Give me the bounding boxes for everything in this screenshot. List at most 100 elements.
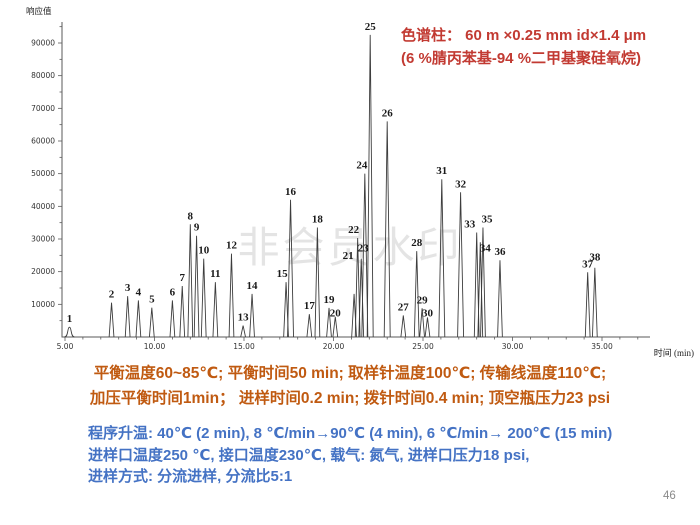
y-tick-label: 80000: [31, 71, 55, 80]
peak-27: [400, 315, 407, 338]
peak-label-10: 10: [198, 245, 210, 257]
chromatogram-plot: 非会员水印 10000 20000 30000 40000 50000 60000 70000…: [26, 6, 694, 358]
gc-conditions: 程序升温: 40℃ (2 min), 8 ℃/min→90℃ (4 min), …: [88, 423, 678, 488]
peak-label-9: 9: [194, 222, 200, 234]
peak-23: [358, 258, 365, 338]
peak-12: [228, 253, 235, 338]
peak-24: [361, 173, 369, 338]
peak-35: [480, 227, 486, 338]
peak-26: [383, 121, 391, 338]
x-tick-label: 25.00: [412, 342, 434, 351]
peak-36: [497, 260, 503, 338]
peak-label-32: 32: [455, 178, 467, 190]
peak-label-34: 34: [480, 242, 492, 254]
peak-label-27: 27: [398, 301, 410, 313]
peak-label-14: 14: [247, 280, 259, 292]
peak-label-38: 38: [589, 252, 601, 264]
peak-8: [187, 224, 194, 338]
peak-label-20: 20: [330, 308, 342, 320]
x-tick-label: 30.00: [502, 342, 524, 351]
peak-label-3: 3: [125, 282, 131, 294]
headspace-conditions: 平衡温度60~85℃; 平衡时间50 min; 取样针温度100℃; 传输线温度…: [0, 361, 700, 411]
y-tick-label: 90000: [31, 39, 55, 48]
column-annotation: 色谱柱： 60 m ×0.25 mm id×1.4 μm (6 %腈丙苯基-94…: [401, 24, 700, 70]
peak-29: [419, 308, 425, 338]
axes: [61, 22, 650, 338]
peak-label-2: 2: [109, 289, 115, 301]
page-number: 46: [663, 490, 676, 502]
y-tick-label: 70000: [31, 104, 55, 113]
peak-label-12: 12: [226, 240, 238, 252]
y-tick-label: 50000: [31, 169, 55, 178]
peak-25: [366, 34, 374, 338]
peak-label-11: 11: [210, 268, 220, 280]
peak-5: [148, 307, 155, 338]
y-tick-label: 30000: [31, 235, 55, 244]
peak-33: [473, 232, 480, 338]
column-annotation-line1: 色谱柱： 60 m ×0.25 mm id×1.4 μm: [401, 27, 647, 44]
peak-label-30: 30: [422, 307, 434, 319]
peak-label-22: 22: [348, 224, 360, 236]
x-axis-title: 时间 (min): [654, 347, 694, 358]
peak-13: [240, 325, 246, 338]
peak-label-36: 36: [494, 246, 506, 258]
peak-label-4: 4: [136, 286, 142, 298]
watermark-text: 非会员水印: [237, 223, 462, 272]
gc-conditions-line3: 进样方式: 分流进样, 分流比5:1: [88, 468, 293, 485]
x-tick-label: 10.00: [144, 342, 166, 351]
peak-2: [108, 302, 115, 338]
peak-31: [438, 179, 446, 338]
chromatogram-svg: 非会员水印 10000 20000 30000 40000 50000 60000 70000…: [26, 6, 694, 358]
peak-10: [200, 258, 207, 338]
peak-34: [477, 242, 484, 338]
peak-label-33: 33: [464, 218, 476, 230]
peak-label-16: 16: [285, 186, 297, 198]
headspace-conditions-line1: 平衡温度60~85℃; 平衡时间50 min; 取样针温度100℃; 传输线温度…: [93, 365, 607, 382]
x-tick-label: 15.00: [233, 342, 255, 351]
peak-label-18: 18: [312, 214, 324, 226]
peak-label-23: 23: [358, 243, 370, 255]
x-tick-label: 5.00: [57, 342, 74, 351]
peak-38: [591, 267, 598, 338]
peak-label-19: 19: [324, 294, 336, 306]
peak-label-15: 15: [277, 268, 289, 280]
peak-label-8: 8: [188, 210, 194, 222]
peak-label-21: 21: [343, 250, 354, 262]
y-tick-label: 20000: [31, 267, 55, 276]
peak-14: [249, 293, 255, 338]
headspace-conditions-line2: 加压平衡时间1min； 进样时间0.2 min; 拨针时间0.4 min; 顶空…: [89, 390, 611, 407]
peak-22: [354, 238, 361, 338]
peak-16: [287, 199, 294, 338]
gc-conditions-line2: 进样口温度250 ℃, 接口温度230℃, 载气: 氮气, 进样口压力18 ps…: [88, 446, 530, 464]
y-tick-label: 60000: [31, 137, 55, 146]
peak-label-1: 1: [67, 313, 73, 325]
peak-19: [326, 307, 332, 338]
peak-20: [332, 316, 339, 338]
peak-1: [64, 326, 75, 338]
y-axis-title: 响应值: [26, 6, 52, 17]
column-annotation-line2: (6 %腈丙苯基-94 %二甲基聚硅氧烷): [401, 50, 642, 67]
peak-label-7: 7: [179, 272, 185, 284]
peak-30: [424, 317, 431, 338]
peak-32: [457, 192, 465, 338]
peak-7: [179, 286, 186, 338]
peak-label-35: 35: [481, 214, 493, 226]
peak-17: [306, 314, 313, 338]
peak-6: [169, 300, 176, 338]
peak-4: [135, 300, 142, 338]
peak-18: [314, 227, 321, 338]
peak-37: [584, 272, 591, 338]
peak-28: [413, 251, 420, 338]
x-tick-label: 20.00: [323, 342, 345, 351]
peak-11: [212, 282, 219, 338]
peak-label-29: 29: [417, 294, 429, 306]
x-tick-label: 35.00: [591, 342, 613, 351]
y-tick-label: 10000: [31, 300, 55, 309]
y-tick-label: 40000: [31, 202, 55, 211]
peak-label-37: 37: [582, 258, 594, 270]
peak-label-5: 5: [149, 294, 155, 306]
peak-label-25: 25: [365, 21, 377, 33]
peak-label-31: 31: [436, 165, 447, 177]
peak-label-28: 28: [411, 237, 423, 249]
